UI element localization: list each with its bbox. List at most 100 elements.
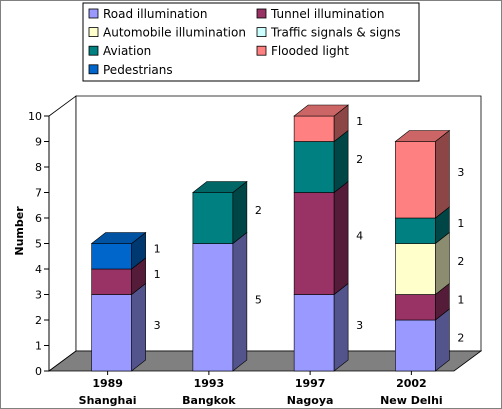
legend-swatch xyxy=(88,64,99,75)
bar-segment-side xyxy=(435,129,450,219)
legend-swatch xyxy=(88,8,99,19)
bar-1997 xyxy=(293,104,349,372)
legend-box xyxy=(82,2,420,82)
y-tick-label: 8 xyxy=(35,161,42,174)
segment-value-label: 3 xyxy=(356,319,363,332)
legend-item: Automobile illumination xyxy=(88,26,246,40)
bar-segment xyxy=(293,282,349,372)
plot-walls xyxy=(47,95,483,372)
bar-segment-side xyxy=(333,180,349,296)
bar-segment-front xyxy=(192,243,234,372)
bar-2002 xyxy=(394,129,451,372)
x-tick-label: 1989 xyxy=(92,377,123,390)
bar-segment-front xyxy=(395,294,436,321)
segment-value-label: 3 xyxy=(154,319,161,332)
legend-label: Aviation xyxy=(103,44,151,58)
legend-label: Road illumination xyxy=(103,7,208,21)
segment-value-label: 1 xyxy=(457,217,464,230)
bar-segment xyxy=(394,129,451,219)
legend-swatch xyxy=(88,45,99,56)
bar-segment-front xyxy=(293,192,335,295)
legend-label: Tunnel illumination xyxy=(270,7,384,21)
bar-segment-front xyxy=(395,141,436,219)
legend: Road illumination Tunnel illumination Auto… xyxy=(82,2,420,82)
legend-swatch xyxy=(256,8,267,19)
segment-value-label: 1 xyxy=(356,115,363,128)
bar-segment-front xyxy=(293,294,335,372)
y-tick-label: 6 xyxy=(35,212,42,225)
bar-segment xyxy=(91,282,146,372)
bar-segment xyxy=(395,206,450,245)
bar-segment xyxy=(293,180,349,296)
bar-segment-top xyxy=(90,232,147,244)
y-axis-title: Number xyxy=(13,206,26,256)
y-tick-label: 9 xyxy=(35,136,42,149)
bar-segment xyxy=(395,282,450,321)
bar-segment xyxy=(293,104,349,143)
bar-segment-side xyxy=(333,282,349,372)
bar-1993 xyxy=(192,180,248,372)
bar-segment xyxy=(395,231,450,296)
y-tick-label: 4 xyxy=(35,263,42,276)
bar-1989 xyxy=(90,231,147,372)
x-tick-label: 1993 xyxy=(194,377,225,390)
y-tick-label: 10 xyxy=(28,110,42,123)
bar-segment xyxy=(91,257,146,296)
segment-value-label: 1 xyxy=(154,268,161,281)
y-tick-label: 5 xyxy=(35,238,42,251)
bar-segment xyxy=(293,129,349,194)
segment-value-label: 1 xyxy=(154,242,161,255)
legend-item: Flooded light xyxy=(256,44,349,58)
bar-segment-front xyxy=(91,268,132,295)
left-wall xyxy=(48,95,77,372)
legend-item: Traffic signals & signs xyxy=(256,26,401,40)
bar-segment-front xyxy=(91,243,132,270)
segment-value-label: 1 xyxy=(457,293,464,306)
legend-swatch xyxy=(88,27,99,38)
legend-label: Pedestrians xyxy=(103,63,173,77)
x-axis: 1989 Shanghai 1993 Bangkok 1997 Nagoya 2002 New… xyxy=(79,371,443,407)
legend-label: Traffic signals & signs xyxy=(270,26,401,40)
bar-segment-front xyxy=(293,115,335,142)
legend-item: Road illumination xyxy=(88,7,208,21)
y-tick-label: 0 xyxy=(35,365,42,378)
bar-segment xyxy=(90,231,147,270)
segment-value-label: 2 xyxy=(356,153,363,166)
legend-swatch xyxy=(256,27,267,38)
segment-value-label: 4 xyxy=(356,230,363,243)
x-sublabel: Nagoya xyxy=(287,394,334,407)
segment-value-label: 3 xyxy=(457,166,464,179)
segment-value-label: 2 xyxy=(457,255,464,268)
segment-labels: 3 1 1 5 2 3 4 2 1 2 1 2 1 3 xyxy=(154,115,465,345)
y-tick-label: 3 xyxy=(35,289,42,302)
y-axis: 0 1 2 3 4 5 6 7 8 9 10 xyxy=(28,110,50,378)
bar-segment-front xyxy=(192,192,234,244)
bar-segment-side xyxy=(131,282,146,372)
x-tick-label: 1997 xyxy=(295,377,326,390)
y-tick-label: 7 xyxy=(35,187,42,200)
bar-segment-top xyxy=(394,130,451,142)
bar-segment-front xyxy=(293,141,335,193)
bars xyxy=(90,104,451,372)
x-sublabel: New Delhi xyxy=(380,394,443,407)
legend-label: Automobile illumination xyxy=(103,26,246,40)
segment-value-label: 2 xyxy=(457,332,464,345)
segment-value-label: 2 xyxy=(255,204,262,217)
x-tick-label: 2002 xyxy=(396,377,427,390)
bar-segment-front xyxy=(395,319,436,372)
bar-segment-front xyxy=(395,217,436,244)
bar-segment-front xyxy=(395,243,436,295)
segment-value-label: 5 xyxy=(255,293,262,306)
legend-label: Flooded light xyxy=(271,44,349,58)
y-tick-label: 2 xyxy=(35,314,42,327)
bar-segment-side xyxy=(232,231,248,372)
y-tick-label: 1 xyxy=(35,340,42,353)
bar-segment-top xyxy=(192,181,248,193)
x-sublabel: Bangkok xyxy=(182,394,236,407)
bar-segment-front xyxy=(91,294,132,372)
legend-item: Pedestrians xyxy=(88,63,173,77)
bar-segment xyxy=(192,231,248,372)
legend-swatch xyxy=(256,45,267,56)
